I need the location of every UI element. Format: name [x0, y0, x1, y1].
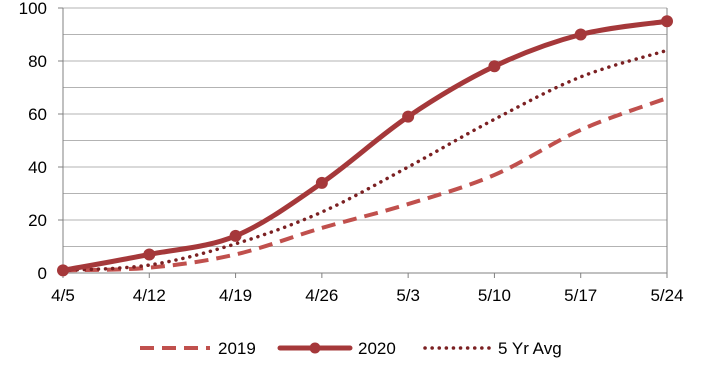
x-tick-label: 5/24: [650, 286, 683, 305]
x-tick-label: 5/17: [564, 286, 597, 305]
legend-label: 2020: [358, 339, 396, 358]
x-tick-label: 4/5: [51, 286, 75, 305]
legend-marker: [309, 342, 321, 354]
y-tick-label: 20: [28, 211, 47, 230]
legend: 2019 2020 5 Yr Avg: [140, 339, 562, 358]
x-tick-label: 4/12: [133, 286, 166, 305]
data-point-marker: [488, 60, 501, 73]
data-point-marker: [229, 229, 242, 242]
series: [57, 15, 673, 277]
series-line-2019: [62, 96, 668, 273]
y-tick-label: 40: [28, 158, 47, 177]
legend-label: 2019: [218, 339, 256, 358]
axes: [58, 7, 668, 278]
gridlines: [63, 7, 667, 247]
data-point-marker: [402, 110, 415, 123]
x-tick-label: 4/19: [219, 286, 252, 305]
tick-labels: 0 20 40 60 80 100 4/5 4/12 4/19 4/26 5/3 5/10 5/17 5/…: [19, 0, 684, 305]
y-tick-label: 60: [28, 105, 47, 124]
data-point-marker: [315, 176, 328, 189]
data-point-marker: [661, 15, 673, 28]
x-tick-label: 5/10: [478, 286, 511, 305]
y-tick-label: 0: [38, 264, 47, 283]
x-tick-label: 4/26: [305, 286, 338, 305]
data-point-marker: [143, 248, 156, 261]
y-tick-label: 80: [28, 52, 47, 71]
legend-label: 5 Yr Avg: [498, 339, 562, 358]
data-point-marker: [574, 28, 587, 41]
series-line-2020: [60, 18, 670, 273]
x-tick-label: 5/3: [396, 286, 420, 305]
data-point-marker: [57, 264, 69, 277]
series-line-5-yr-avg: [61, 48, 669, 273]
y-tick-label: 100: [19, 0, 47, 18]
